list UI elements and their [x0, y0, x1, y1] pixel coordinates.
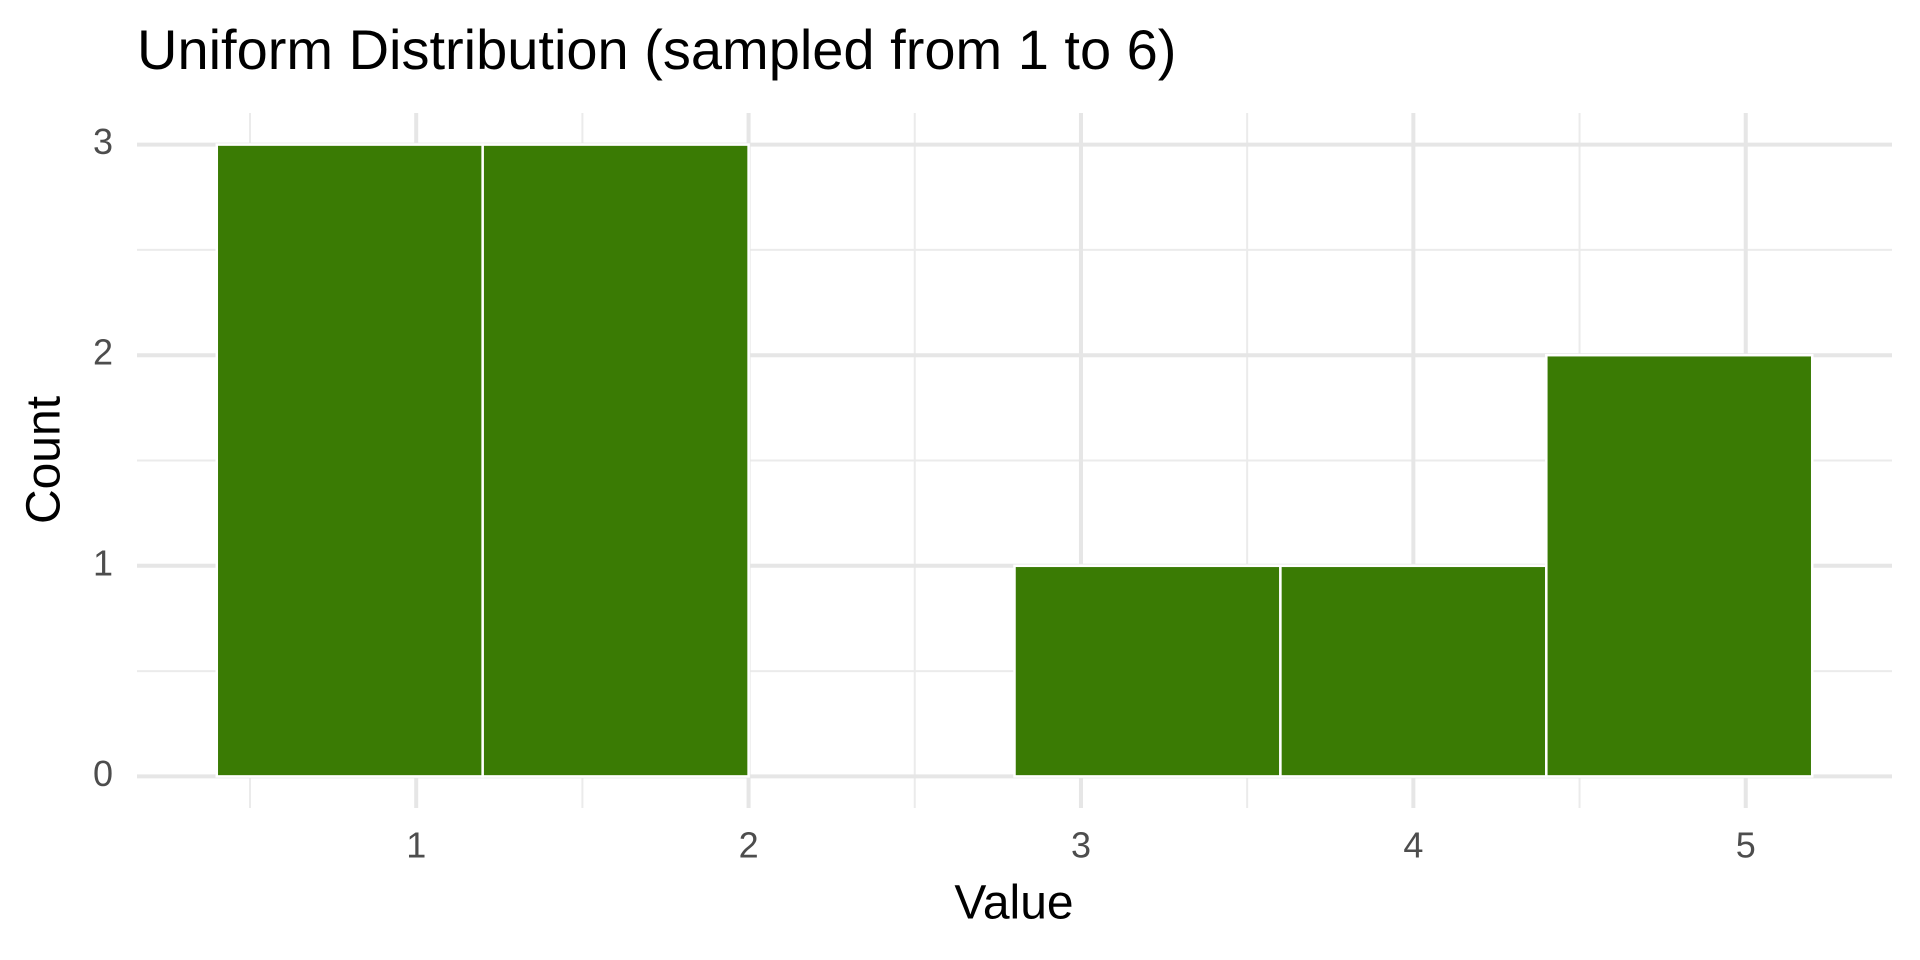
- chart-title: Uniform Distribution (sampled from 1 to …: [137, 18, 1176, 81]
- bar: [1545, 353, 1814, 778]
- x-tick-label: 4: [1403, 825, 1423, 866]
- bar: [481, 143, 750, 778]
- y-axis-title: Count: [18, 396, 71, 524]
- x-tick-label: 2: [739, 825, 759, 866]
- y-tick-label: 3: [93, 121, 113, 162]
- bar: [215, 143, 484, 778]
- y-tick-label: 0: [93, 753, 113, 794]
- x-tick-label: 5: [1736, 825, 1756, 866]
- x-axis-title: Value: [954, 877, 1073, 930]
- y-tick-label: 2: [93, 332, 113, 373]
- bar: [1279, 564, 1548, 778]
- y-tick-label: 1: [93, 542, 113, 583]
- x-tick-label: 1: [406, 825, 426, 866]
- bar: [1013, 564, 1282, 778]
- x-tick-label: 3: [1071, 825, 1091, 866]
